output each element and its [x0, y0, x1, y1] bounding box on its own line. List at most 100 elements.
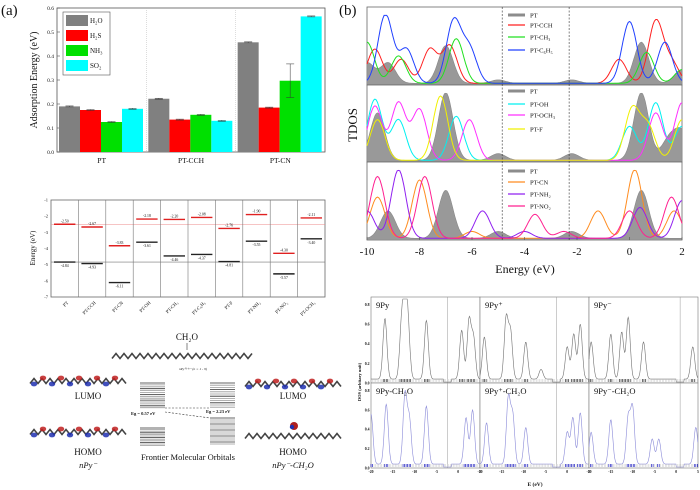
legend-swatch	[66, 30, 88, 41]
dos-panel	[370, 296, 481, 384]
right-lumo-label: LUMO	[280, 391, 307, 401]
orbital-lobe	[308, 378, 316, 384]
orbital-lobe	[254, 378, 262, 384]
orbital-lobe	[326, 378, 334, 384]
bar	[300, 16, 322, 153]
homo-label: -4.81	[225, 264, 233, 268]
molecule-lumo-left	[29, 377, 127, 385]
dos-curve	[588, 402, 699, 468]
orbital-lobe	[93, 375, 101, 381]
y-tick-label: 0.0	[365, 466, 370, 470]
bar	[237, 42, 259, 152]
lumo-label: -2.76	[225, 223, 233, 227]
legend-swatch	[66, 45, 88, 56]
left-molecule-name: nPy⁻	[79, 460, 98, 470]
legend-label: PT-CN	[530, 180, 548, 187]
legend-label: PT-OH	[530, 102, 549, 109]
orbital-lobe	[39, 375, 47, 381]
lumo-label: -2.50	[61, 219, 69, 223]
bar	[190, 114, 212, 152]
orbital-lobe	[299, 384, 307, 390]
y-tick-label: 0.4	[365, 342, 370, 346]
y-tick-label: 0.8	[365, 389, 370, 393]
y-tick-label: 0.2	[47, 102, 54, 108]
panel-label: 9Py⁺-CH₂O	[485, 386, 526, 396]
y-tick-label: -4	[44, 246, 48, 251]
orbital-lobe	[102, 432, 110, 438]
adsorption-bar-chart: 0.0 0.1 0.2 0.3 0.4 0.5 0.6 PT PT-CCH PT-CN H₂O H₂S…	[47, 6, 326, 165]
orbital-lobe	[245, 384, 253, 390]
y-tick-label: 0.3	[47, 78, 54, 84]
y-tick-label: -7	[44, 295, 48, 300]
right-homo-label: HOMO	[279, 447, 307, 457]
orbital-lobe	[39, 426, 47, 432]
dos-ylabel: DOS (arbitary unit)	[357, 362, 362, 401]
homo-label: -4.84	[61, 264, 69, 268]
dos-xlabel: E (eV)	[527, 481, 542, 488]
homo-label: -6.11	[116, 285, 124, 289]
molecule-structure-center	[111, 352, 253, 360]
homo-label: -4.46	[170, 258, 178, 262]
legend-label: PT-C₆H₅	[530, 48, 553, 55]
y-tick-label: -5	[44, 262, 48, 267]
homo-label: -3.40	[307, 241, 315, 245]
bar-ylabel: Adsorption Energy (eV)	[29, 31, 40, 128]
bar	[122, 108, 143, 152]
orbital-lobe	[57, 375, 65, 381]
dos-curve	[371, 298, 480, 383]
x-tick-label: -20	[368, 470, 373, 474]
legend-label: PT	[530, 13, 538, 20]
x-tick-label: -6	[467, 246, 477, 258]
homo-label: -4.37	[198, 256, 206, 260]
dos-curve	[588, 316, 699, 383]
orbital-lobe	[263, 384, 271, 390]
orbital-lobe	[30, 432, 38, 438]
bar	[148, 98, 170, 152]
lumo-label: -2.18	[143, 214, 151, 218]
gap-right-label: Eg = 2.23 eV	[206, 409, 231, 414]
levels-ylabel: Energy (eV)	[29, 230, 37, 265]
orbital-lobe	[290, 378, 298, 384]
x-tick-label: -5	[653, 470, 656, 474]
left-lumo-label: LUMO	[75, 391, 102, 401]
diagram-title: Frontier Molecular Orbitals	[141, 452, 235, 462]
lumo-label: -4.30	[280, 248, 288, 252]
homo-label: -3.61	[143, 244, 151, 248]
lumo-label: -2.20	[170, 214, 178, 218]
x-tick-label: 2	[679, 246, 685, 258]
panel-label: 9Py⁺	[485, 300, 503, 310]
tdos-chart: PT PT-CCH PT-CH₃ PT-C₆H₅ PT PT-OH PT-OCH₃ PT-F P…	[360, 6, 685, 258]
legend-label: SO₂	[90, 62, 102, 70]
homo-label: -4.93	[88, 266, 96, 270]
orbital-lobe	[66, 381, 74, 387]
molecule-homo-left	[29, 428, 127, 436]
adsorbate-label: CH₂O	[176, 332, 199, 342]
tdos-xlabel: Energy (eV)	[495, 262, 554, 276]
x-tick-label: 5	[479, 470, 481, 474]
y-tick-label: 0.6	[47, 6, 54, 12]
panel-label-a: (a)	[1, 3, 18, 19]
lumo-label: -3.83	[116, 241, 124, 245]
legend-label: PT-NO₂	[530, 204, 551, 211]
tdos-line-PT-C₆H₅	[366, 14, 683, 84]
y-tick-label: -2	[44, 214, 48, 219]
tdos-line-PT-NO₂	[366, 175, 683, 239]
x-tick-label: 5	[697, 470, 699, 474]
homo-label: -5.57	[280, 276, 288, 280]
orbital-lobe	[66, 432, 74, 438]
y-tick-label: 0.0	[365, 381, 370, 385]
dos-panel	[479, 296, 590, 384]
tdos-line-PT-F	[366, 95, 683, 161]
panel-label: 9Py⁻	[594, 300, 612, 310]
legend-label: PT-OCH₃	[530, 113, 555, 120]
y-tick-label: 0.2	[365, 362, 370, 366]
y-tick-label: 0.6	[365, 408, 370, 412]
legend-label: PT-F	[530, 127, 543, 134]
bar	[279, 80, 301, 152]
y-tick-label: 0.6	[365, 323, 370, 327]
x-tick-label: -20	[477, 470, 482, 474]
orbital-lobe	[317, 384, 325, 390]
y-tick-label: 0.2	[365, 447, 370, 451]
orbital-lobe	[281, 384, 289, 390]
legend-label: PT-CCH	[530, 23, 553, 30]
